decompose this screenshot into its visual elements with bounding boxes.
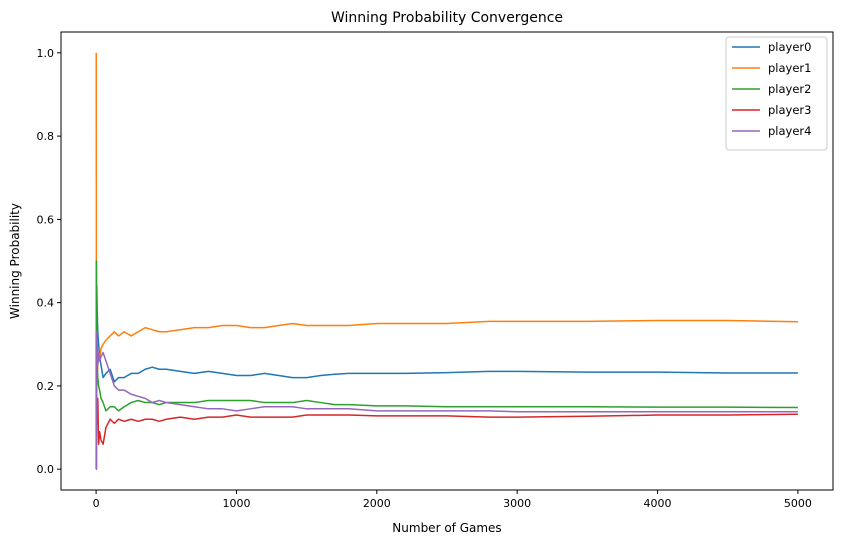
x-tick-label: 3000: [503, 497, 531, 510]
legend-box: [725, 36, 828, 151]
y-tick-label: 0.4: [37, 297, 55, 310]
legend-label-player2: player2: [768, 82, 811, 96]
legend: player0 player1 player2 player3 player4: [725, 36, 828, 151]
series-line-player4: [95, 331, 798, 470]
legend-label-player4: player4: [768, 124, 811, 138]
series-line-player2: [95, 260, 798, 470]
y-axis-ticks: 0.0 0.2 0.4 0.6 0.8 1.0: [37, 47, 61, 476]
series-line-player0: [95, 260, 798, 470]
x-axis-label: Number of Games: [392, 521, 501, 535]
y-tick-label: 1.0: [37, 47, 55, 60]
x-tick-label: 5000: [784, 497, 812, 510]
x-tick-label: 1000: [222, 497, 250, 510]
plot-frame: [60, 31, 834, 491]
y-axis-label: Winning Probability: [8, 203, 22, 319]
series-line-player1: [95, 52, 798, 379]
x-tick-label: 0: [93, 497, 100, 510]
legend-label-player0: player0: [768, 40, 811, 54]
y-tick-label: 0.2: [37, 380, 55, 393]
legend-label-player1: player1: [768, 61, 811, 75]
y-tick-label: 0.6: [37, 213, 55, 226]
series-line-player3: [95, 331, 798, 470]
x-tick-label: 2000: [363, 497, 391, 510]
y-tick-label: 0.8: [37, 130, 55, 143]
legend-label-player3: player3: [768, 103, 811, 117]
x-axis-ticks: 0 1000 2000 3000 4000 5000: [93, 490, 812, 510]
series-layer: [95, 52, 798, 470]
y-tick-label: 0.0: [37, 463, 55, 476]
chart-title: Winning Probability Convergence: [331, 10, 563, 26]
x-tick-label: 4000: [644, 497, 672, 510]
